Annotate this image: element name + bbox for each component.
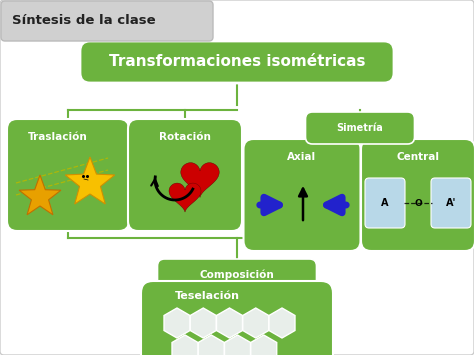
FancyBboxPatch shape [80,41,394,83]
Text: O: O [414,198,422,208]
Text: A': A' [446,198,456,208]
FancyBboxPatch shape [361,139,474,251]
FancyBboxPatch shape [306,112,414,144]
Text: Síntesis de la clase: Síntesis de la clase [12,15,155,27]
FancyBboxPatch shape [128,119,242,231]
Polygon shape [172,335,198,355]
Text: A: A [381,198,389,208]
FancyBboxPatch shape [431,178,471,228]
Polygon shape [169,183,201,212]
Polygon shape [269,308,295,338]
FancyBboxPatch shape [141,281,333,355]
FancyBboxPatch shape [365,178,405,228]
Polygon shape [217,308,243,338]
Polygon shape [19,175,61,215]
FancyBboxPatch shape [244,139,361,251]
Text: Composición: Composición [200,270,274,280]
FancyBboxPatch shape [157,259,317,291]
FancyBboxPatch shape [1,1,213,41]
Text: Teselación: Teselación [174,291,239,301]
Text: Central: Central [396,152,439,162]
Polygon shape [164,308,190,338]
Text: Traslación: Traslación [28,132,88,142]
Polygon shape [181,163,219,197]
Text: Transformaciones isométricas: Transformaciones isométricas [109,55,365,70]
Polygon shape [225,335,250,355]
Polygon shape [198,335,224,355]
Polygon shape [243,308,269,338]
Polygon shape [190,308,216,338]
Text: Rotación: Rotación [159,132,211,142]
Text: Axial: Axial [287,152,317,162]
Polygon shape [251,335,277,355]
Polygon shape [65,157,115,204]
Text: Simetría: Simetría [337,123,383,133]
FancyBboxPatch shape [7,119,129,231]
